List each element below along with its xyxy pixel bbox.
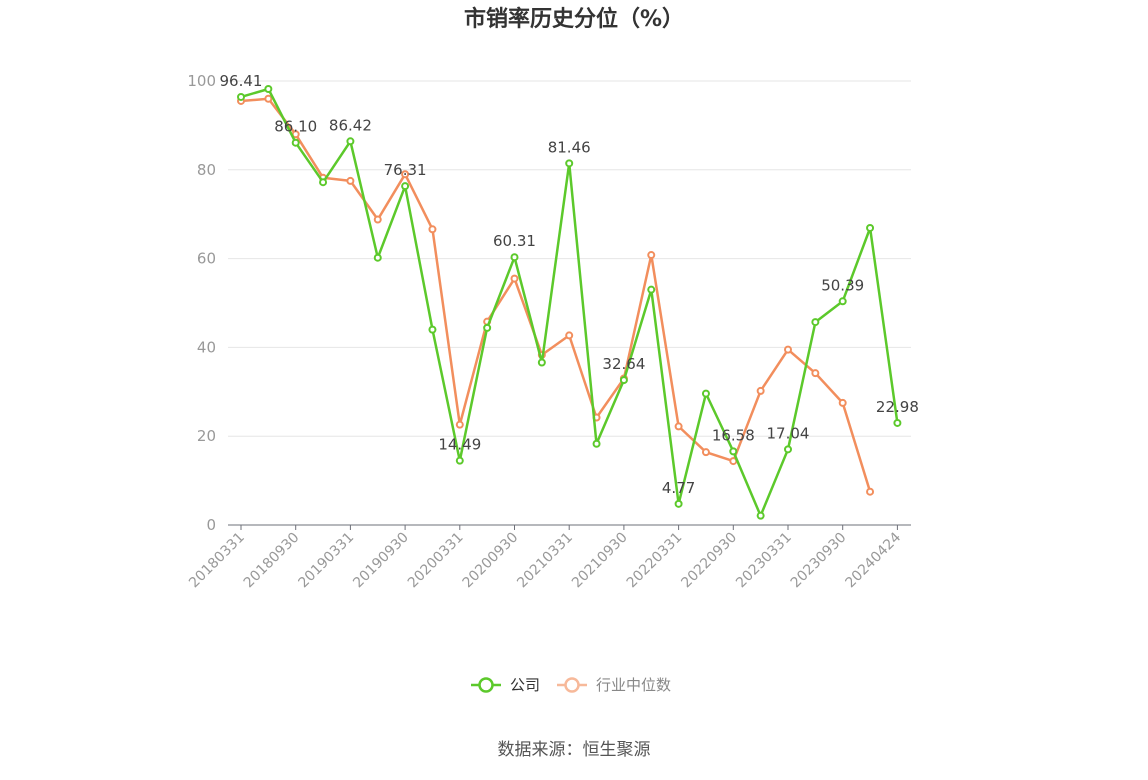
y-tick-label: 40 [197,338,216,356]
y-tick-label: 0 [206,516,216,534]
y-tick-label: 80 [197,161,216,179]
data-point[interactable] [592,439,601,448]
data-point[interactable] [647,251,656,260]
data-point[interactable] [674,422,683,431]
data-point[interactable] [537,358,546,367]
data-point[interactable] [838,297,847,306]
grid-lines [228,80,911,437]
data-point[interactable] [647,285,656,294]
x-tick-label: 20230930 [788,530,850,592]
data-point[interactable] [401,182,410,191]
data-point[interactable] [510,253,519,262]
x-tick-label: 20210331 [514,530,576,592]
legend-item-1[interactable]: 行业中位数 [557,676,671,694]
x-tick-label: 20200930 [460,530,522,592]
legend-item-0[interactable]: 公司 [471,676,540,694]
data-label: 14.49 [438,436,481,454]
data-point[interactable] [510,274,519,283]
series-line-1 [240,97,872,493]
data-point[interactable] [756,386,765,395]
y-tick-label: 20 [197,427,216,445]
data-label: 86.10 [274,118,317,136]
x-tick-label: 20230331 [733,530,795,592]
data-point[interactable] [756,511,765,520]
data-point[interactable] [346,176,355,185]
legend-marker [564,677,580,693]
data-label: 60.31 [493,232,536,250]
data-point[interactable] [455,456,464,465]
data-point[interactable] [811,369,820,378]
legend[interactable]: 公司 行业中位数 [471,676,671,694]
data-point[interactable] [319,178,328,187]
x-tick-label: 20180331 [186,530,248,592]
x-tick-label: 20180930 [241,530,303,592]
data-point[interactable] [811,318,820,327]
data-point[interactable] [291,138,300,147]
data-label: 50.39 [821,276,864,294]
data-point[interactable] [373,253,382,262]
data-point[interactable] [264,94,273,103]
data-point[interactable] [428,325,437,334]
chart-title: 市销率历史分位（%） [464,6,684,32]
data-point[interactable] [373,215,382,224]
data-label: 86.42 [329,116,372,134]
data-point[interactable] [346,137,355,146]
x-tick-label: 20210930 [569,530,631,592]
data-label: 17.04 [767,424,810,442]
x-tick-label: 20200331 [405,530,467,592]
data-point[interactable] [674,499,683,508]
series-lines [237,84,902,520]
data-label: 81.46 [548,138,591,156]
data-point[interactable] [784,445,792,454]
data-label: 4.77 [662,479,695,497]
x-tick-label: 20190930 [350,530,412,592]
data-point[interactable] [483,323,492,332]
data-point[interactable] [866,223,875,232]
data-point[interactable] [784,345,792,354]
y-tick-label: 100 [187,72,216,90]
data-point[interactable] [264,84,273,93]
legend-label: 公司 [510,676,540,694]
data-point[interactable] [237,92,245,101]
data-point[interactable] [729,447,738,456]
data-label: 76.31 [384,161,427,179]
data-point[interactable] [565,159,574,168]
data-point[interactable] [428,225,437,234]
data-point[interactable] [565,331,574,340]
data-point[interactable] [701,389,710,398]
x-tick-label: 20220331 [624,530,686,592]
legend-label: 行业中位数 [596,676,671,694]
source-text: 数据来源：恒生聚源 [498,740,651,760]
data-label: 16.58 [712,426,755,444]
data-point[interactable] [619,376,628,385]
data-label: 32.64 [602,355,645,373]
x-tick-label: 20190331 [296,530,358,592]
x-tick-label: 20220930 [678,530,740,592]
data-point[interactable] [455,420,464,429]
data-label: 96.41 [220,72,263,90]
data-point[interactable] [701,448,710,457]
data-labels: 96.41 86.10 86.42 76.31 14.49 60.31 81.46 32.64… [220,72,919,497]
data-label: 22.98 [876,398,919,416]
data-point[interactable] [866,487,875,496]
data-point[interactable] [401,170,410,179]
legend-marker [478,677,494,693]
x-tick-label: 20240424 [843,529,905,591]
data-point[interactable] [893,418,902,427]
y-tick-label: 60 [197,250,216,268]
data-point[interactable] [838,398,847,407]
